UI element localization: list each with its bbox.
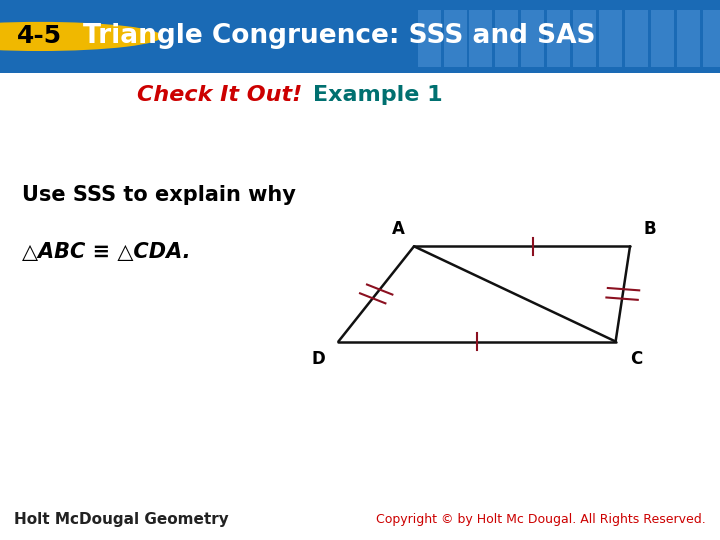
Text: 4-5: 4-5 <box>17 24 62 49</box>
Bar <box>418 48 441 67</box>
Bar <box>677 48 700 67</box>
Bar <box>599 10 622 29</box>
Text: Triangle Congruence: SSS and SAS: Triangle Congruence: SSS and SAS <box>83 23 595 50</box>
Text: B: B <box>644 220 657 238</box>
Bar <box>521 10 544 29</box>
Bar <box>495 29 518 48</box>
Bar <box>651 48 674 67</box>
Bar <box>703 48 720 67</box>
Bar <box>625 29 648 48</box>
Bar <box>495 10 518 29</box>
Bar <box>444 10 467 29</box>
Bar <box>547 29 570 48</box>
Bar <box>444 48 467 67</box>
Text: C: C <box>629 349 642 368</box>
Text: Check It Out!: Check It Out! <box>137 85 310 105</box>
Bar <box>703 29 720 48</box>
Bar <box>521 48 544 67</box>
Bar <box>677 29 700 48</box>
Bar <box>625 48 648 67</box>
Bar <box>703 10 720 29</box>
Bar <box>599 29 622 48</box>
Bar <box>521 29 544 48</box>
Text: Use SSS to explain why: Use SSS to explain why <box>22 185 295 205</box>
Bar <box>418 29 441 48</box>
Text: Holt McDougal Geometry: Holt McDougal Geometry <box>14 512 229 527</box>
Bar <box>677 10 700 29</box>
Bar <box>651 10 674 29</box>
Bar <box>547 10 570 29</box>
Bar <box>599 48 622 67</box>
Bar <box>469 10 492 29</box>
Bar <box>469 48 492 67</box>
Bar <box>547 48 570 67</box>
Bar <box>418 10 441 29</box>
Bar <box>469 29 492 48</box>
Ellipse shape <box>0 22 162 51</box>
Bar <box>573 48 596 67</box>
Text: Copyright © by Holt Mc Dougal. All Rights Reserved.: Copyright © by Holt Mc Dougal. All Right… <box>376 513 706 526</box>
Text: △ABC ≡ △CDA.: △ABC ≡ △CDA. <box>22 242 190 262</box>
Text: A: A <box>392 220 405 238</box>
Bar <box>625 10 648 29</box>
Bar <box>573 29 596 48</box>
Bar <box>495 48 518 67</box>
Bar <box>573 10 596 29</box>
Text: Example 1: Example 1 <box>313 85 443 105</box>
Bar <box>651 29 674 48</box>
Bar <box>444 29 467 48</box>
Text: D: D <box>311 349 325 368</box>
